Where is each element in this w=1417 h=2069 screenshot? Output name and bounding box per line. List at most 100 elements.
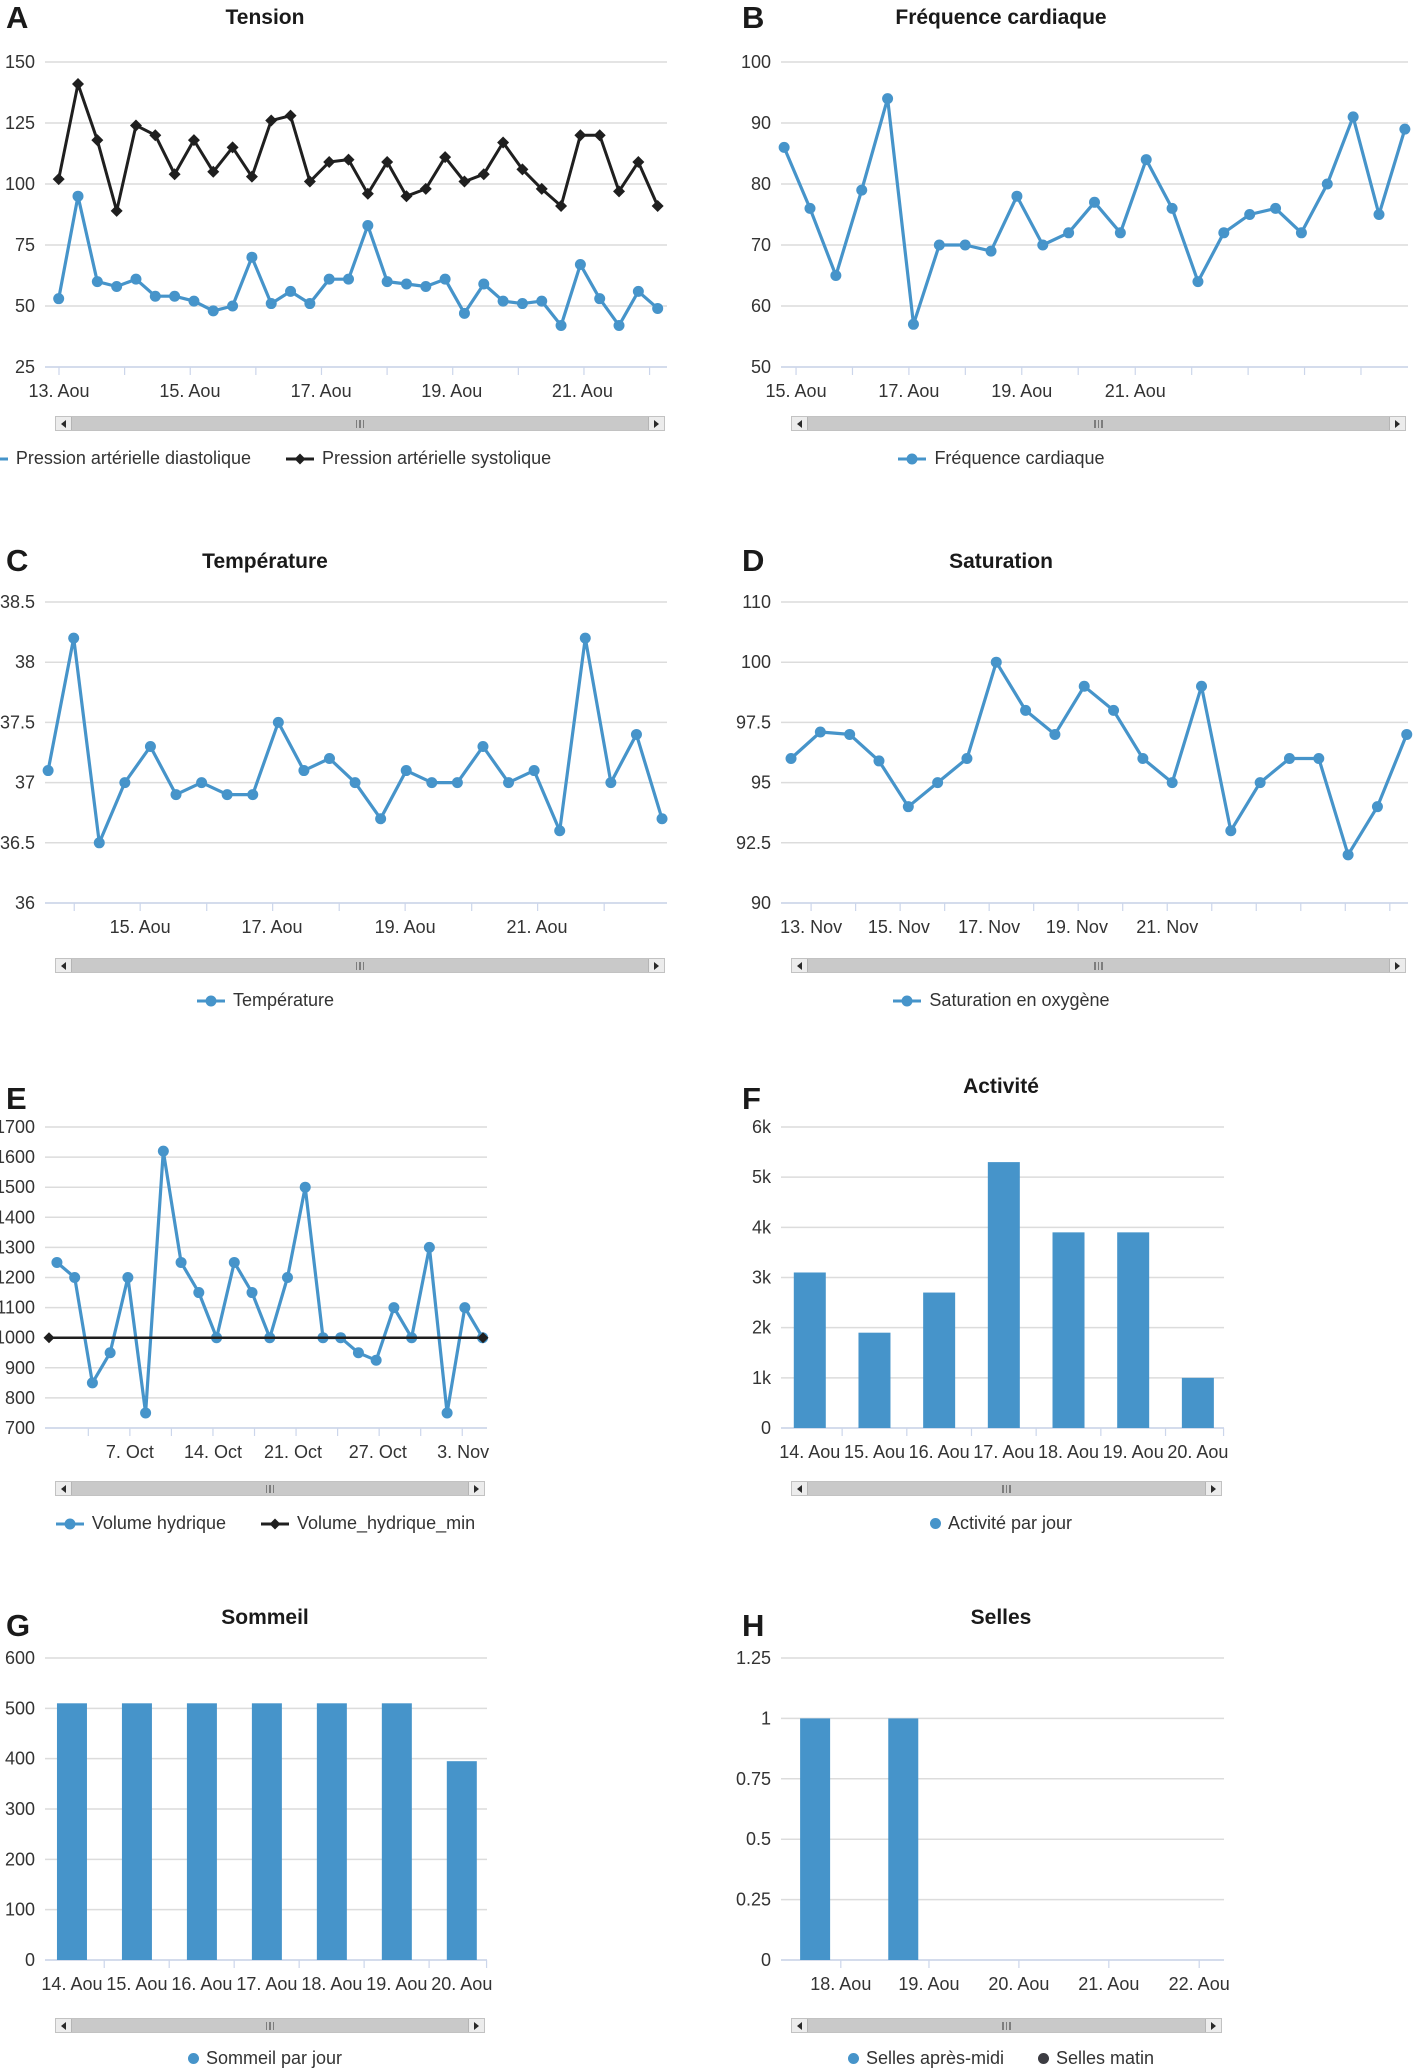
x-tick-label: 17. Aou [878,381,939,401]
panel-letter: B [742,0,765,35]
chart-title: Tension [225,6,305,29]
legend-dot-icon [1038,2053,1049,2064]
marker [43,1332,55,1344]
x-tick-label: 19. Aou [421,381,482,401]
marker [959,239,971,251]
chart-scrollbar[interactable] [55,1481,485,1496]
scroll-left-button[interactable] [56,1482,71,1495]
scroll-thumb[interactable] [807,959,1390,972]
scroll-right-button[interactable] [649,959,664,972]
marker [193,1287,205,1299]
scroll-right-button[interactable] [1206,2019,1221,2032]
scroll-left-button[interactable] [56,959,71,972]
marker [1283,753,1295,765]
scroll-right-button[interactable] [1390,417,1405,430]
legend-item-pression-arterielle-systolique[interactable]: Pression artérielle systolique [285,448,551,469]
scroll-right-button[interactable] [469,2019,484,2032]
chart-scrollbar[interactable] [55,2018,485,2033]
scroll-left-button[interactable] [56,2019,71,2032]
chart-legend: Selles après-midi Selles matin [781,2048,1221,2069]
x-tick-label: 16. Aou [909,1442,970,1462]
legend-item-volume-hydrique[interactable]: Volume hydrique [55,1513,226,1534]
marker [226,141,239,154]
y-tick-label: 0 [761,1950,771,1970]
marker [1063,227,1075,239]
scroll-thumb[interactable] [71,417,649,430]
scroll-left-button[interactable] [56,417,71,430]
chart-title: Saturation [949,550,1053,573]
scroll-thumb[interactable] [807,2019,1206,2032]
x-axis: 13. Aou 15. Aou 17. Aou 19. Aou 21. Aou [28,366,667,401]
legend-item-volume-hydrique-min[interactable]: Volume_hydrique_min [260,1513,475,1534]
y-tick-label: 0.25 [736,1890,771,1910]
marker [814,726,826,738]
marker [844,728,856,740]
bar [381,1703,412,1960]
chart-scrollbar[interactable] [791,958,1406,973]
scroll-thumb[interactable] [71,959,649,972]
scroll-right-button[interactable] [469,1482,484,1495]
legend-item-selles-apres-midi[interactable]: Selles après-midi [847,2048,1004,2069]
chart-canvas: 600 500 400 300 200 100 0 14. Aou 15. Aou 16. Aou… [5,1648,492,1994]
panel-letter: D [742,543,765,578]
marker [265,114,278,127]
x-tick-label: 21. Aou [552,381,613,401]
scroll-thumb[interactable] [71,1482,469,1495]
marker [247,789,259,801]
chart-canvas: 1.25 1 0.75 0.5 0.25 0 18. Aou 19. Aou 20. Aou 21… [736,1648,1230,1994]
marker [423,1241,435,1253]
chart-scrollbar[interactable] [55,958,665,973]
scroll-left-button[interactable] [792,959,807,972]
marker [304,298,316,310]
legend-item-frequence-cardiaque[interactable]: Fréquence cardiaque [897,448,1105,469]
y-tick-label: 37 [15,773,35,793]
scroll-left-button[interactable] [792,1482,807,1495]
y-tick-label: 125 [5,113,35,133]
marker [651,199,664,212]
y-axis-grid: 1.25 1 0.75 0.5 0.25 0 [736,1648,1224,1970]
chart-canvas: 6k 5k 4k 3k 2k 1k 0 14. Aou 15. Aou 16. Aou 17. Ao… [752,1117,1228,1462]
y-axis-grid: 38.5 38 37.5 37 36.5 36 [0,592,667,913]
legend-item-activite-par-jour[interactable]: Activité par jour [929,1513,1072,1534]
marker [605,777,617,789]
marker [856,184,868,196]
y-tick-label: 60 [751,296,771,316]
legend-line-circle-icon [196,995,225,1006]
scroll-thumb[interactable] [807,1482,1206,1495]
scroll-thumb[interactable] [71,2019,469,2032]
scroll-right-button[interactable] [1390,959,1405,972]
series-frequence-cardiaque [778,93,1411,330]
legend-item-saturation-en-oxygene[interactable]: Saturation en oxygène [892,990,1110,1011]
y-axis-grid: 150 125 100 75 50 25 [5,52,667,377]
scroll-thumb[interactable] [807,417,1390,430]
scroll-left-button[interactable] [792,417,807,430]
legend-item-temperature[interactable]: Température [196,990,334,1011]
chart-scrollbar[interactable] [791,1481,1222,1496]
y-tick-label: 400 [5,1749,35,1769]
chart-scrollbar[interactable] [55,416,665,431]
chart-scrollbar[interactable] [791,416,1406,431]
legend-item-selles-matin[interactable]: Selles matin [1038,2048,1154,2069]
x-tick-label: 14. Aou [779,1442,840,1462]
marker [196,777,208,789]
legend-item-sommeil-par-jour[interactable]: Sommeil par jour [187,2048,342,2069]
y-tick-label: 37.5 [0,712,35,732]
y-tick-label: 36.5 [0,833,35,853]
scroll-right-button[interactable] [1206,1482,1221,1495]
legend-item-pression-arterielle-diastolique[interactable]: Pression artérielle diastolique [0,448,251,469]
scroll-right-arrow-icon [1395,419,1400,428]
legend-label: Volume_hydrique_min [296,1513,476,1533]
marker [72,77,85,90]
bar [858,1332,891,1428]
y-tick-label: 100 [741,652,771,672]
scroll-right-button[interactable] [649,417,664,430]
x-tick-label: 13. Nov [780,917,842,937]
marker [477,740,489,752]
marker [342,153,355,166]
scroll-left-arrow-icon [797,419,802,428]
marker [535,182,548,195]
scroll-left-button[interactable] [792,2019,807,2032]
chart-scrollbar[interactable] [791,2018,1222,2033]
panel-letter: E [6,1081,27,1116]
